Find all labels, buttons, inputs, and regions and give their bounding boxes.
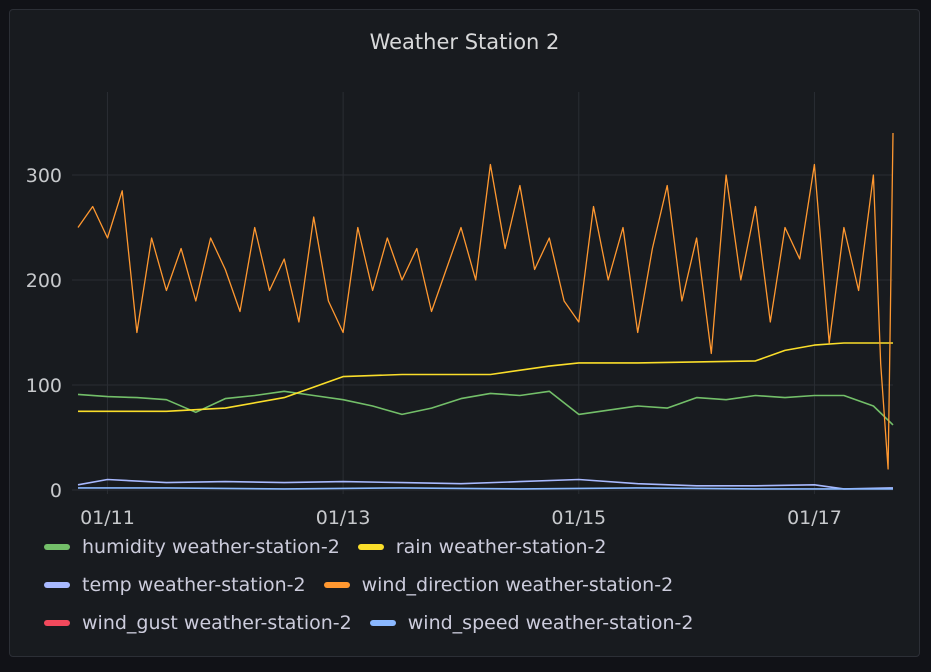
series-line-rain bbox=[78, 342, 893, 413]
legend-item-wind-speed[interactable]: wind_speed weather-station-2 bbox=[369, 612, 694, 634]
chart-panel: Weather Station 2 bbox=[9, 9, 920, 657]
chart-legend: humidity weather-station-2 rain weather-… bbox=[44, 528, 904, 642]
legend-label: temp weather-station-2 bbox=[82, 574, 306, 596]
x-tick-label: 01/13 bbox=[316, 507, 371, 529]
legend-item-wind-direction[interactable]: wind_direction weather-station-2 bbox=[323, 574, 674, 596]
x-tick-label: 01/11 bbox=[80, 507, 135, 529]
legend-item-temp[interactable]: temp weather-station-2 bbox=[44, 574, 306, 596]
legend-label: rain weather-station-2 bbox=[395, 536, 607, 558]
legend-swatch-rain bbox=[357, 544, 384, 550]
y-tick-label: 0 bbox=[50, 480, 62, 502]
x-tick-label: 01/17 bbox=[787, 507, 842, 529]
series-line-wind-direction bbox=[77, 132, 894, 470]
legend-swatch-temp bbox=[44, 582, 70, 588]
y-tick-label: 100 bbox=[26, 375, 62, 397]
legend-label: wind_direction weather-station-2 bbox=[361, 574, 674, 596]
y-tick-label: 300 bbox=[26, 165, 62, 187]
series-line-temp bbox=[77, 478, 894, 490]
y-tick-label: 200 bbox=[26, 270, 62, 292]
legend-swatch-wind-direction bbox=[323, 582, 350, 588]
series-line-wind-speed bbox=[78, 487, 893, 490]
legend-swatch-humidity bbox=[44, 544, 70, 550]
legend-label: wind_gust weather-station-2 bbox=[82, 612, 352, 634]
x-tick-label: 01/15 bbox=[551, 507, 606, 529]
legend-swatch-wind-gust bbox=[44, 620, 70, 626]
legend-label: humidity weather-station-2 bbox=[82, 536, 340, 558]
panel-title: Weather Station 2 bbox=[369, 30, 560, 54]
legend-item-humidity[interactable]: humidity weather-station-2 bbox=[44, 536, 340, 558]
legend-label: wind_speed weather-station-2 bbox=[407, 612, 694, 634]
legend-item-rain[interactable]: rain weather-station-2 bbox=[357, 536, 607, 558]
legend-item-wind-gust[interactable]: wind_gust weather-station-2 bbox=[44, 612, 352, 634]
legend-swatch-wind-speed bbox=[369, 620, 396, 626]
series-line-humidity bbox=[77, 390, 894, 426]
